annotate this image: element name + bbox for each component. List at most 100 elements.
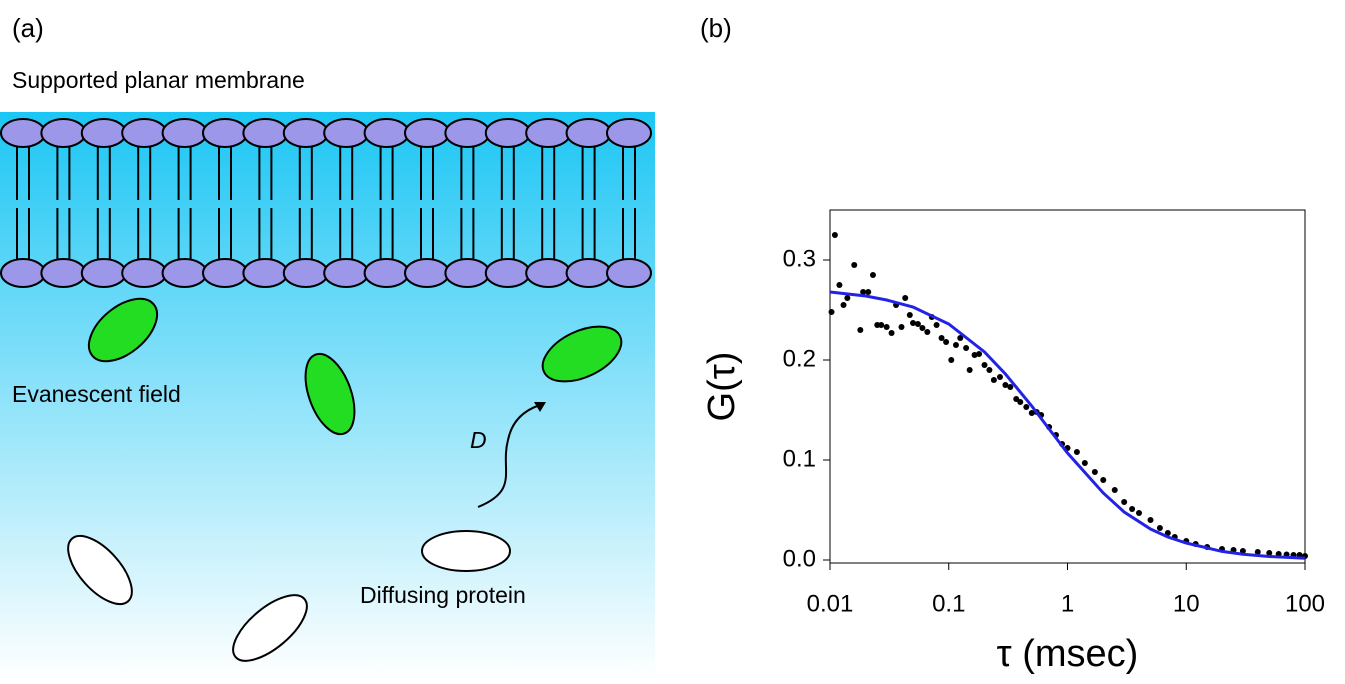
lipid-head: [242, 118, 289, 148]
protein-bound: [541, 325, 623, 383]
y-tick-label: 0.2: [783, 345, 816, 372]
data-point: [1254, 549, 1261, 555]
lipid-head: [404, 118, 450, 148]
lipid-head: [525, 118, 572, 148]
data-point: [1002, 382, 1009, 388]
x-tick-label: 10: [1173, 590, 1200, 617]
lipid-head: [484, 258, 531, 288]
lipid-head: [565, 258, 612, 288]
diffusion-arrow: [477, 404, 541, 508]
data-point: [966, 367, 973, 373]
membrane: [0, 118, 652, 288]
lipid-head: [121, 118, 168, 148]
lipid-head: [282, 258, 329, 288]
lipid-head: [606, 118, 652, 148]
data-point: [933, 322, 940, 328]
data-point: [883, 324, 890, 330]
data-point: [971, 352, 978, 358]
protein-bound: [304, 352, 356, 436]
data-point: [924, 329, 931, 335]
data-point: [1007, 384, 1014, 390]
y-tick-label: 0.1: [783, 445, 816, 472]
lipid-head: [0, 118, 46, 148]
data-point: [1081, 460, 1088, 466]
lipid-head: [161, 118, 208, 148]
data-point: [910, 320, 917, 326]
x-tick-label: 0.1: [932, 590, 965, 617]
data-point: [906, 312, 913, 318]
data-point: [948, 357, 955, 363]
data-point: [857, 327, 864, 333]
data-point: [914, 321, 921, 327]
data-point: [1023, 404, 1030, 410]
data-point: [836, 282, 843, 288]
lipid-head: [606, 258, 652, 288]
lipid-head: [565, 118, 612, 148]
data-point: [840, 302, 847, 308]
data-point: [898, 324, 905, 330]
data-point: [1100, 477, 1107, 483]
lipid-head: [363, 258, 410, 288]
data-point: [1028, 410, 1035, 416]
x-tick-label: 0.01: [807, 590, 854, 617]
lipid-head: [242, 258, 289, 288]
data-point: [902, 295, 909, 301]
protein-bound: [87, 297, 159, 363]
data-point: [828, 309, 835, 315]
data-point: [831, 232, 838, 238]
lipid-head: [484, 118, 531, 148]
panel-label: (a): [12, 13, 44, 43]
data-point: [1266, 550, 1273, 556]
lipid-head: [444, 258, 491, 288]
lipid-head: [202, 118, 248, 148]
protein-free: [232, 594, 308, 662]
data-point: [981, 362, 988, 368]
lipid-head: [40, 258, 87, 288]
y-tick-label: 0.3: [783, 245, 816, 272]
lipid-head: [323, 258, 370, 288]
plot-frame: [829, 209, 1306, 564]
data-point: [986, 367, 993, 373]
lipid-head: [161, 258, 208, 288]
label: Diffusing protein: [360, 582, 526, 608]
data-point: [976, 351, 983, 357]
x-tick-label: 100: [1285, 590, 1325, 617]
data-point: [1164, 530, 1171, 536]
lipid-head: [121, 258, 168, 288]
data-point: [1135, 510, 1142, 516]
protein-free: [67, 535, 133, 605]
data-point: [844, 295, 851, 301]
label: Evanescent field: [12, 381, 181, 407]
panel-label: (b): [700, 13, 732, 43]
data-point: [1111, 487, 1118, 493]
lipid-head: [40, 118, 87, 148]
chart: 0.01 0.1 1 10 100 0.0 0.1 0.2 0.3 τ (msec) G(τ): [701, 209, 1325, 675]
data-point: [1017, 399, 1024, 405]
x-axis-label: τ (msec): [997, 633, 1139, 675]
y-tick-label: 0.0: [783, 545, 816, 572]
data-point: [919, 325, 926, 331]
data-point: [888, 330, 895, 336]
lipid-head: [80, 118, 127, 148]
lipid-head: [404, 258, 450, 288]
protein-free: [421, 530, 511, 572]
data-point: [1156, 525, 1163, 531]
data-point: [943, 339, 950, 345]
data-point: [952, 342, 959, 348]
lipid-head: [0, 258, 46, 288]
data-point: [1121, 499, 1128, 505]
label: D: [470, 427, 487, 453]
lipid-head: [323, 118, 370, 148]
data-point: [865, 289, 872, 295]
lipid-head: [80, 258, 127, 288]
data-point: [1091, 469, 1098, 475]
y-axis-label: G(τ): [701, 352, 743, 422]
data-point: [860, 289, 867, 295]
lipid-head: [444, 118, 491, 148]
data-point: [878, 322, 885, 328]
data-point: [963, 345, 970, 351]
fit-line: [829, 290, 1306, 560]
lipid-head: [282, 118, 329, 148]
